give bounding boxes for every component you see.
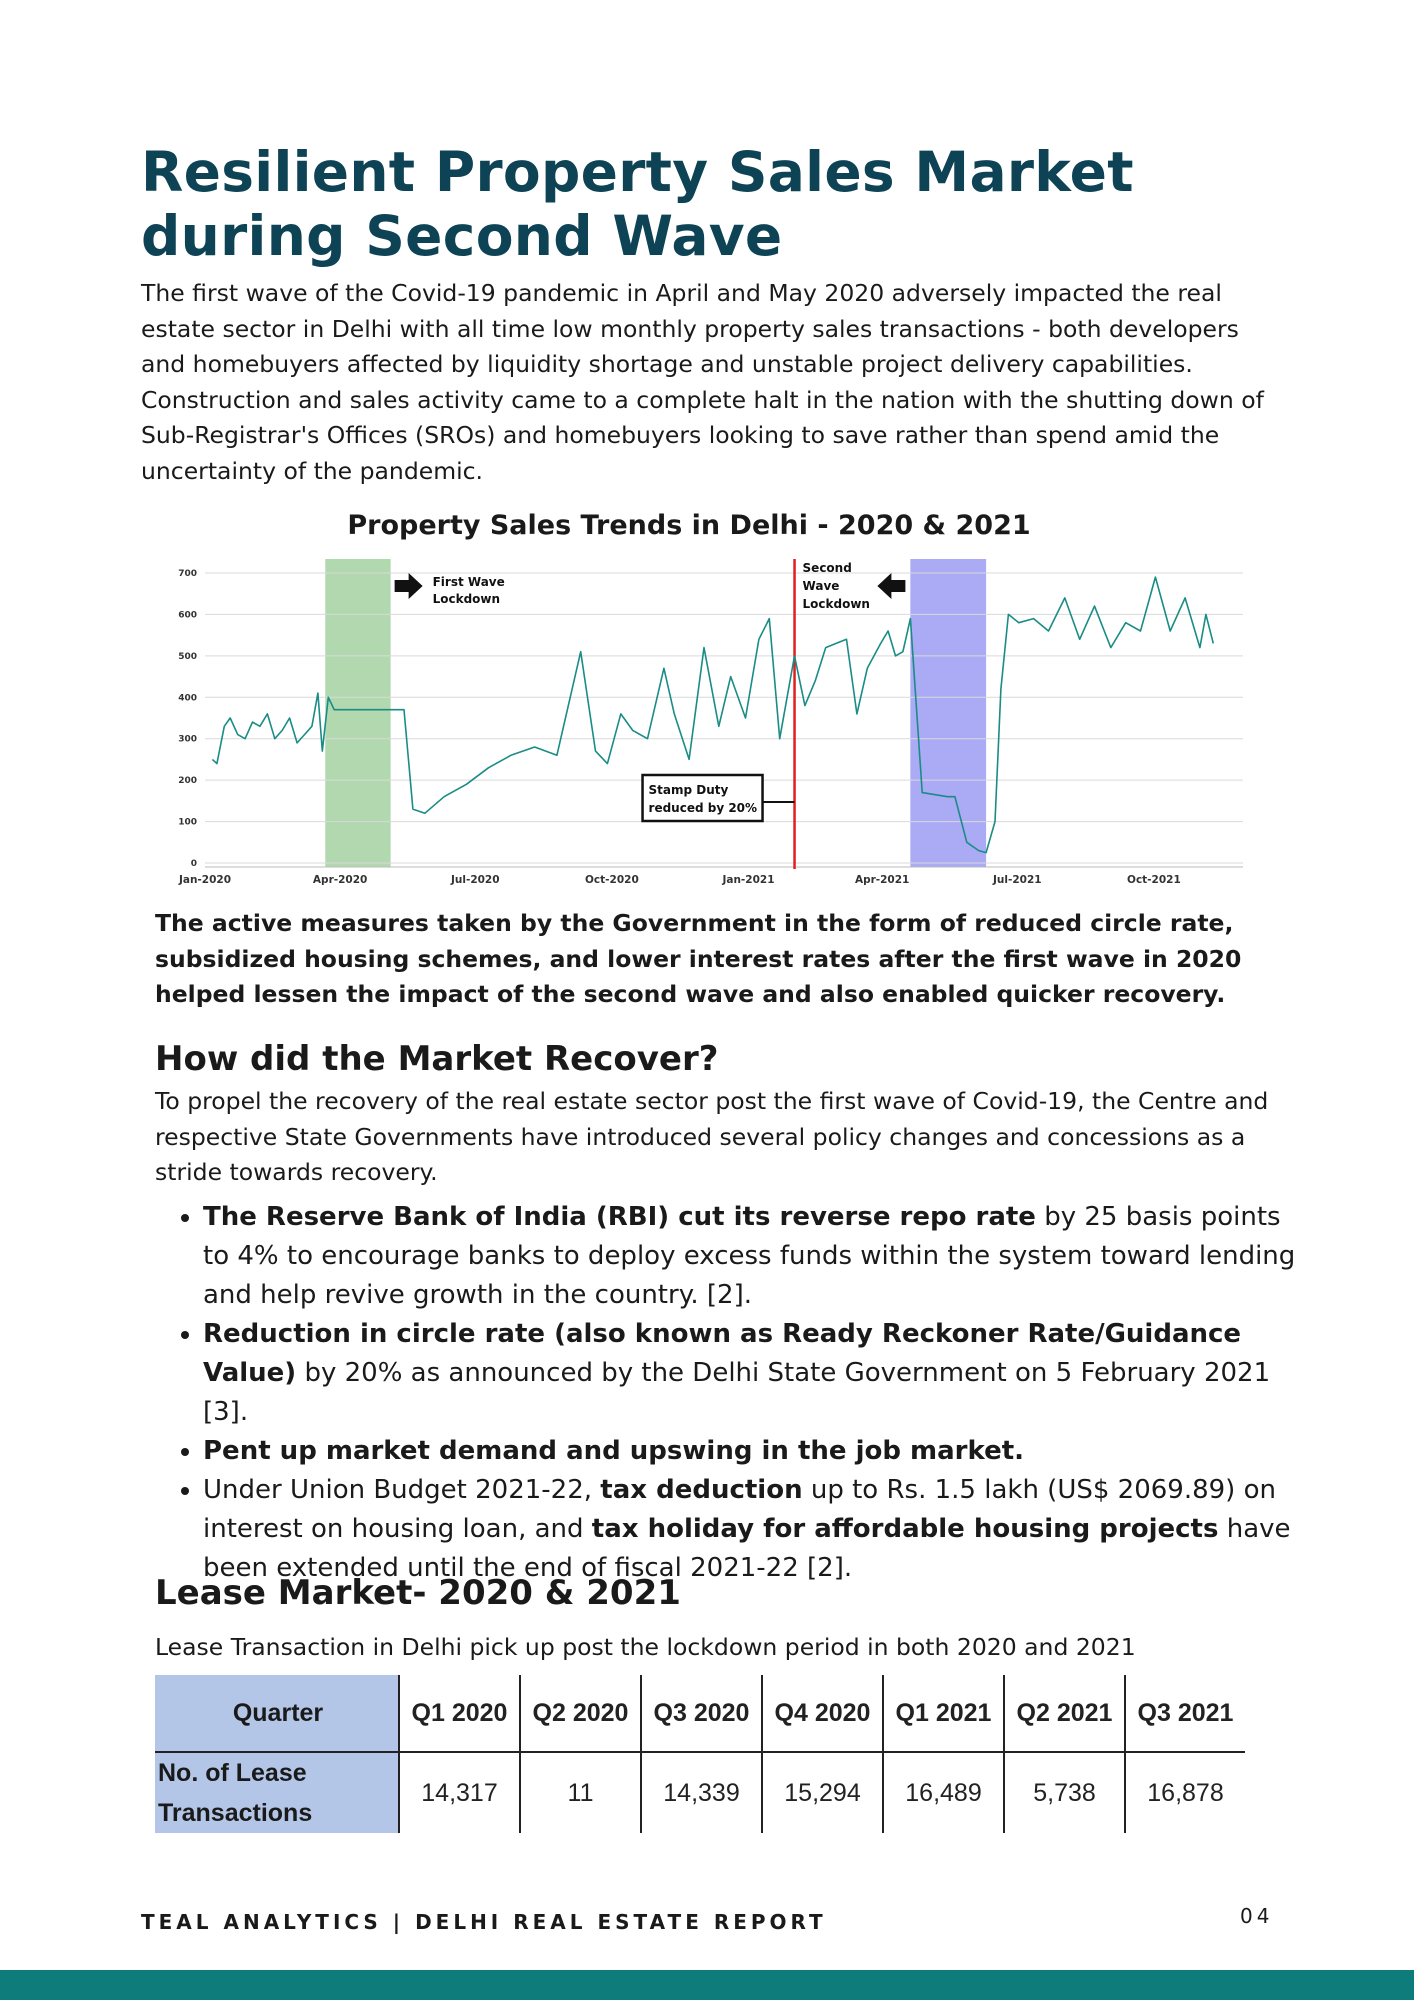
sales-series-line	[211, 576, 1215, 854]
x-tick-label: Apr-2021	[855, 874, 909, 886]
x-tick-label: Jan-2021	[721, 874, 774, 886]
x-tick-label: Oct-2020	[585, 874, 639, 886]
lease-table: Quarter Q1 2020 Q2 2020 Q3 2020 Q4 2020 …	[155, 1675, 1245, 1833]
bullet-text: by 25 basis points to 4% to encourage ba…	[203, 1202, 1296, 1310]
stamp-duty-annotation-line2: reduced by 20%	[649, 801, 758, 815]
property-sales-chart: 0 100 200 300 400 500 600 700 Jan-2020 Apr-2020 Ju…	[178, 559, 1243, 886]
y-tick-label: 400	[178, 693, 197, 703]
table-header-cell: Q2 2021	[1003, 1675, 1125, 1753]
y-tick-label: 500	[178, 652, 197, 662]
list-item: Under Union Budget 2021-22, tax deductio…	[203, 1471, 1313, 1588]
stamp-duty-annotation-line1: Stamp Duty	[649, 783, 729, 797]
y-tick-label: 100	[178, 818, 197, 828]
table-cell: 14,317	[398, 1752, 520, 1833]
table-header-cell: Q3 2020	[640, 1675, 762, 1753]
y-tick-label: 300	[178, 735, 197, 745]
table-header-cell: Q1 2021	[882, 1675, 1004, 1753]
stamp-duty-box	[641, 773, 764, 823]
second-wave-arrow-icon	[877, 573, 906, 599]
bullet-text: up to Rs. 1.5 lakh (US$ 2069.89) on inte…	[203, 1475, 1276, 1544]
list-item: Reduction in circle rate (also known as …	[203, 1315, 1313, 1432]
x-tick-label: Apr-2020	[313, 874, 367, 886]
first-wave-annotation-line2: Lockdown	[433, 592, 500, 606]
table-header-cell: Q4 2020	[761, 1675, 883, 1753]
table-cell: 11	[519, 1752, 641, 1833]
table-cell: 14,339	[640, 1752, 762, 1833]
y-tick-label: 200	[178, 776, 197, 786]
recovery-measures-list: The Reserve Bank of India (RBI) cut its …	[155, 1198, 1313, 1588]
table-header-row: Quarter Q1 2020 Q2 2020 Q3 2020 Q4 2020 …	[155, 1675, 1245, 1753]
shaded-region-1	[325, 559, 391, 867]
second-wave-annotation-line2: Wave	[803, 579, 840, 593]
table-header-cell: Q1 2020	[398, 1675, 520, 1753]
bullet-bold: Pent up market demand and upswing in the…	[203, 1436, 1025, 1466]
table-cell: 5,738	[1003, 1752, 1125, 1833]
page-number: 04	[1240, 1904, 1274, 1928]
table-cell: 16,878	[1124, 1752, 1245, 1833]
quarter-header: Quarter	[155, 1675, 399, 1753]
x-tick-label: Jul-2020	[450, 874, 500, 886]
lease-subtitle: Lease Transaction in Delhi pick up post …	[155, 1633, 1136, 1661]
bullet-bold: Reduction in circle rate (also known as …	[203, 1319, 1242, 1388]
second-wave-annotation-line3: Lockdown	[803, 597, 870, 611]
bullet-text: have been extended until the end of fisc…	[203, 1514, 1291, 1583]
table-row: No. of Lease Transactions 14,317 11 14,3…	[155, 1752, 1245, 1833]
government-measures-note: The active measures taken by the Governm…	[155, 909, 1242, 1008]
x-tick-label: Oct-2021	[1127, 874, 1181, 886]
bullet-text: by 20% as announced by the Delhi State G…	[203, 1358, 1271, 1427]
table-header-cell: Q2 2020	[519, 1675, 641, 1753]
first-wave-arrow-icon	[394, 573, 423, 599]
y-tick-label: 600	[178, 610, 197, 620]
page-title: Resilient Property Sales Market during S…	[141, 140, 1134, 268]
first-wave-annotation-line1: First Wave	[433, 575, 505, 589]
bullet-bold: The Reserve Bank of India (RBI) cut its …	[203, 1202, 1036, 1232]
bottom-accent-bar	[0, 1970, 1414, 2000]
x-tick-label: Jul-2021	[992, 874, 1042, 886]
intro-paragraph: The first wave of the Covid-19 pandemic …	[141, 279, 1264, 485]
shaded-region-2	[910, 559, 987, 867]
lease-heading: Lease Market- 2020 & 2021	[155, 1573, 681, 1613]
bullet-bold: tax holiday for affordable housing proje…	[591, 1514, 1219, 1544]
x-tick-label: Jan-2020	[178, 874, 231, 886]
chart-title: Property Sales Trends in Delhi - 2020 & …	[347, 510, 1031, 541]
list-item: The Reserve Bank of India (RBI) cut its …	[203, 1198, 1313, 1315]
bullet-text: Under Union Budget 2021-22,	[203, 1475, 601, 1505]
second-wave-annotation-line1: Second	[803, 561, 852, 575]
recover-heading: How did the Market Recover?	[155, 1039, 719, 1079]
lease-row-label: No. of Lease Transactions	[155, 1752, 399, 1833]
table-cell: 16,489	[882, 1752, 1004, 1833]
table-cell: 15,294	[761, 1752, 883, 1833]
table-header-cell: Q3 2021	[1124, 1675, 1245, 1753]
y-tick-label: 700	[178, 569, 197, 579]
bullet-bold: tax deduction	[600, 1475, 803, 1505]
recover-paragraph: To propel the recovery of the real estat…	[155, 1087, 1269, 1186]
footer-text: TEAL ANALYTICS | DELHI REAL ESTATE REPOR…	[141, 1910, 827, 1934]
y-tick-label: 0	[191, 859, 197, 869]
list-item: Pent up market demand and upswing in the…	[203, 1432, 1313, 1471]
